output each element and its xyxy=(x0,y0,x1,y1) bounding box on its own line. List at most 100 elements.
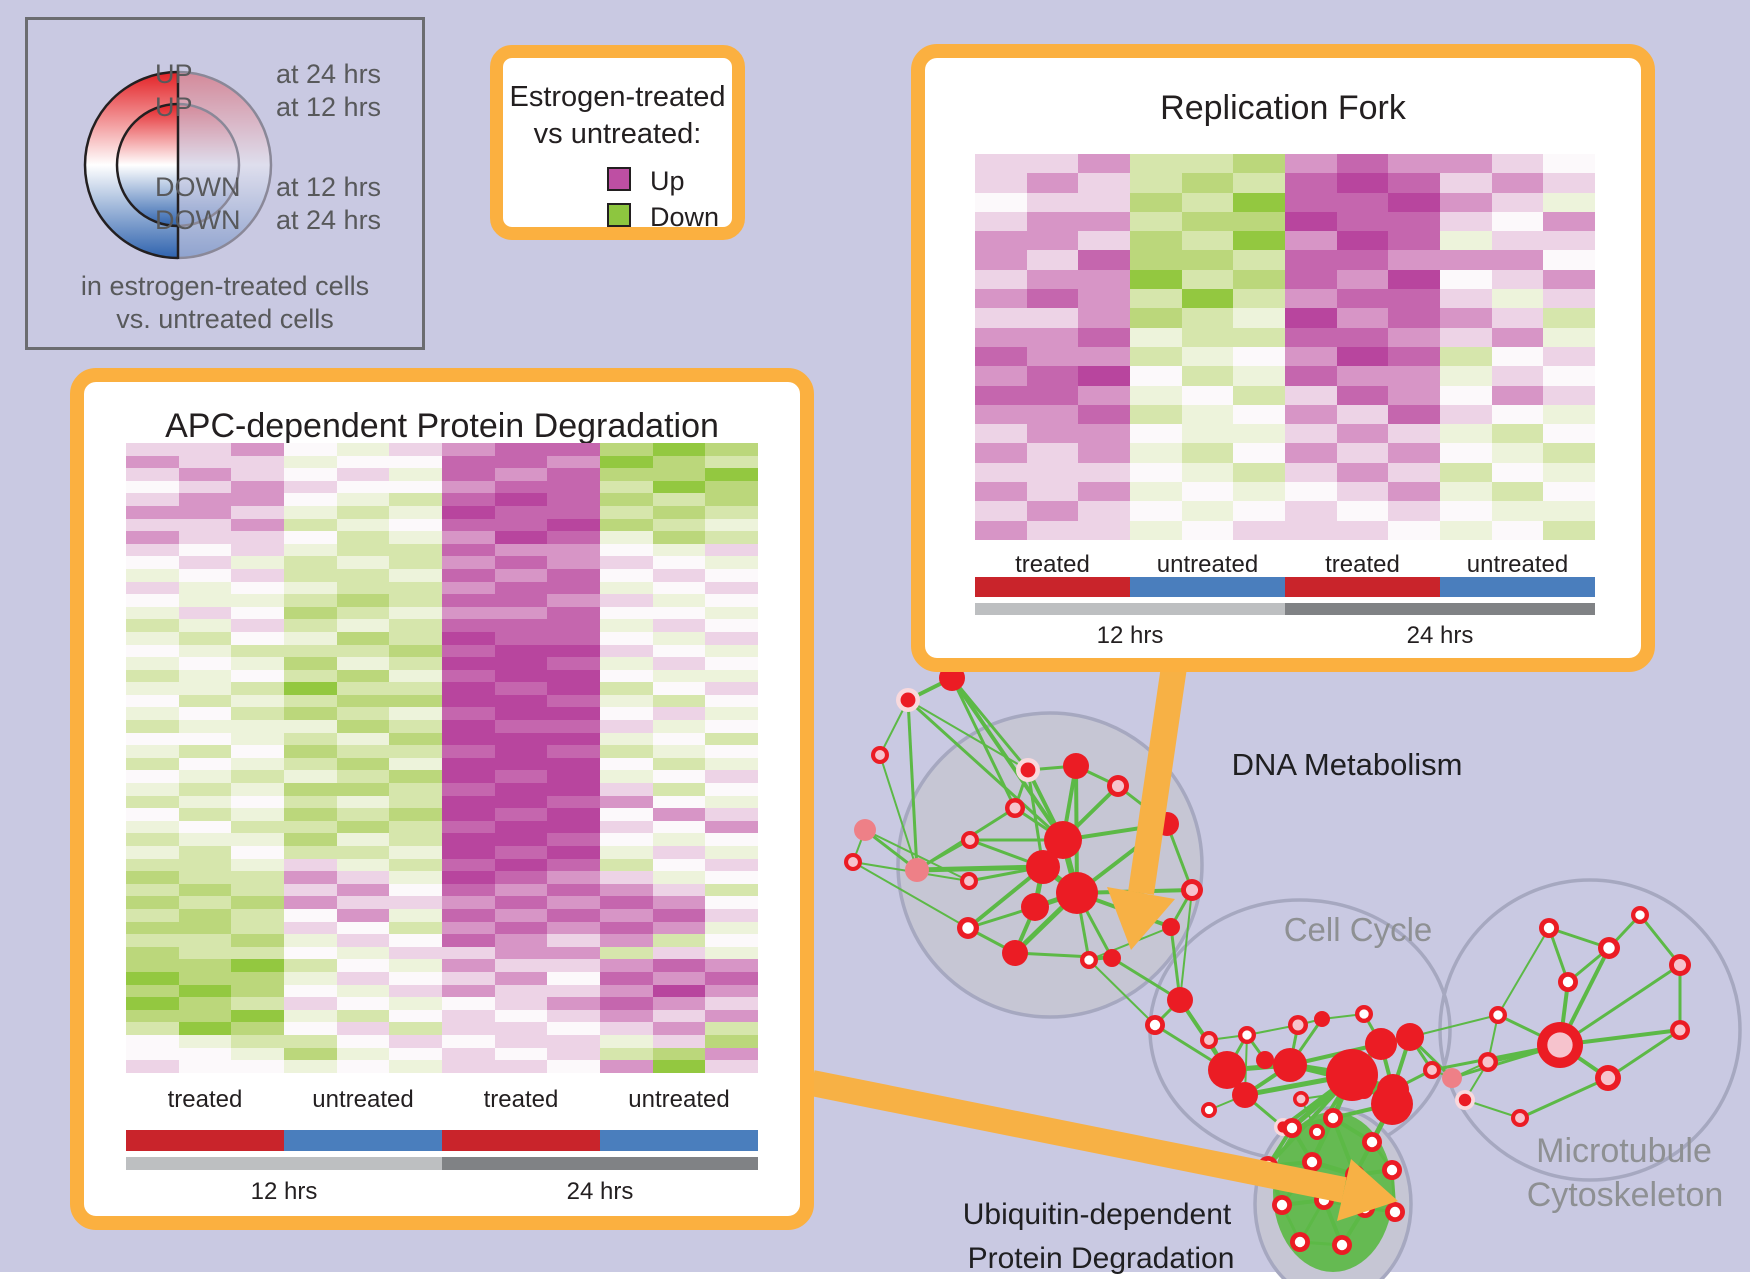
heatmap-cell xyxy=(442,556,495,569)
heatmap-cell xyxy=(494,619,548,632)
heatmap-cell xyxy=(600,971,653,985)
heatmap-cell xyxy=(442,581,495,595)
heatmap-cell xyxy=(231,921,285,935)
heatmap-cell xyxy=(389,871,443,884)
heatmap-cell xyxy=(1336,231,1389,251)
heatmap-row xyxy=(975,520,1596,540)
network-edge xyxy=(1179,889,1193,1001)
heatmap-cell xyxy=(547,1047,601,1061)
heatmap-cell xyxy=(1388,346,1441,367)
heatmap-cell xyxy=(442,480,495,494)
heatmap-cell xyxy=(126,657,179,670)
rf-bar-12hrs xyxy=(975,603,1285,615)
heatmap-cell xyxy=(231,934,285,947)
heatmap-cell xyxy=(442,682,495,695)
rf-time-bar xyxy=(975,603,1595,615)
network-node-ring-core xyxy=(1359,1009,1369,1019)
heatmap-cell xyxy=(652,997,706,1010)
heatmap-cell xyxy=(652,946,706,960)
heatmap-cell xyxy=(336,757,390,771)
heatmap-cell xyxy=(494,1060,548,1073)
network-node-solid xyxy=(1326,1049,1378,1101)
heatmap-cell xyxy=(126,997,179,1010)
heatmap-cell xyxy=(126,1034,179,1048)
heatmap-cell xyxy=(1440,424,1492,444)
heatmap-cell xyxy=(494,732,548,746)
heatmap-cell xyxy=(336,720,390,733)
heatmap-cell xyxy=(652,783,706,796)
heatmap-cell xyxy=(178,1047,232,1061)
heatmap-cell xyxy=(547,808,601,821)
heatmap-cell xyxy=(1130,192,1182,212)
heatmap-cell xyxy=(231,846,285,859)
apc-24hrs-label: 24 hrs xyxy=(566,1178,634,1205)
heatmap-cell xyxy=(442,631,495,645)
rf-condition-bar xyxy=(975,577,1595,597)
heatmap-row xyxy=(126,531,759,544)
heatmap-cell xyxy=(600,896,653,909)
heatmap-cell xyxy=(284,745,337,758)
heatmap-cell xyxy=(336,921,390,935)
heatmap-row xyxy=(126,1047,759,1061)
heatmap-cell xyxy=(600,732,653,746)
heatmap-cell xyxy=(1491,154,1544,174)
network-edge xyxy=(1111,956,1181,1002)
heatmap-cell xyxy=(705,594,759,607)
heatmap-cell xyxy=(126,443,179,456)
network-node-ring-core xyxy=(1327,1112,1339,1124)
heatmap-cell xyxy=(336,745,390,758)
heatmap-cell xyxy=(178,846,232,859)
heatmap-cell xyxy=(178,808,232,821)
heatmap-cell xyxy=(178,1022,232,1035)
heatmap-row xyxy=(126,959,759,972)
heatmap-cell xyxy=(389,493,443,506)
heatmap-cell xyxy=(1078,192,1131,212)
heatmap-cell xyxy=(600,543,653,557)
heatmap-cell xyxy=(705,694,759,708)
heatmap-cell xyxy=(126,480,179,494)
heatmap-cell xyxy=(126,896,179,909)
heatmap-cell xyxy=(1388,482,1441,502)
heatmap-cell xyxy=(231,518,285,532)
heatmap-cell xyxy=(231,707,285,721)
heatmap-cell xyxy=(442,606,495,620)
heatmap-cell xyxy=(178,858,232,872)
heatmap-cell xyxy=(284,568,337,582)
heatmap-cell xyxy=(389,682,443,695)
heatmap-cell xyxy=(1233,154,1286,174)
heatmap-cell xyxy=(284,531,337,544)
heatmap-row xyxy=(126,619,759,632)
heatmap-cell xyxy=(1181,192,1234,212)
heatmap-cell xyxy=(1285,173,1337,193)
heatmap-cell xyxy=(178,745,232,758)
heatmap-cell xyxy=(336,480,390,494)
heatmap-cell xyxy=(442,1047,495,1061)
heatmap-cell xyxy=(442,808,495,821)
rf-bar-treated-12 xyxy=(975,577,1130,597)
heatmap-cell xyxy=(547,581,601,595)
heatmap-cell xyxy=(1181,346,1234,367)
apc-panel: APC-dependent Protein Degradation treate… xyxy=(70,368,814,1230)
heatmap-cell xyxy=(652,1022,706,1035)
heatmap-row xyxy=(126,971,759,985)
apc-bar-untreated-24 xyxy=(600,1130,758,1151)
heatmap-cell xyxy=(547,568,601,582)
heatmap-cell xyxy=(231,871,285,884)
heatmap-cell xyxy=(126,908,179,922)
heatmap-cell xyxy=(178,1009,232,1023)
heatmap-cell xyxy=(389,971,443,985)
heatmap-cell xyxy=(1233,308,1286,328)
heatmap-cell xyxy=(1336,192,1389,212)
heatmap-cell xyxy=(126,757,179,771)
network-node-solid xyxy=(1026,850,1060,884)
heatmap-cell xyxy=(1543,192,1596,212)
heatmap-row xyxy=(126,455,759,469)
heatmap-cell xyxy=(336,644,390,658)
heatmap-cell xyxy=(705,568,759,582)
network-node-solid xyxy=(1044,821,1082,859)
heatmap-cell xyxy=(1440,327,1492,347)
heatmap-cell xyxy=(1233,482,1286,502)
heatmap-cell xyxy=(126,682,179,695)
heatmap-cell xyxy=(494,846,548,859)
heatmap-cell xyxy=(1336,443,1389,463)
